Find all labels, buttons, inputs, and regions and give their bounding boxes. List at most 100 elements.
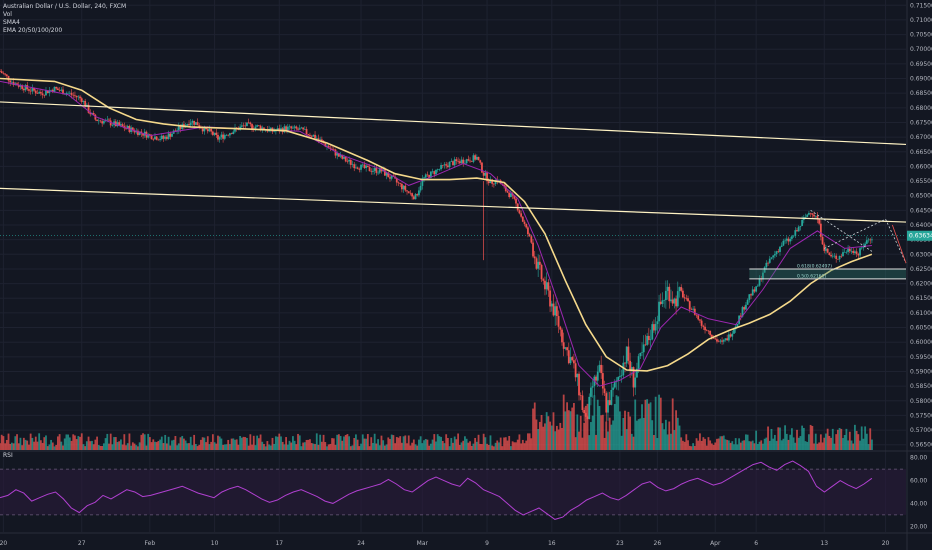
candle-body bbox=[736, 323, 739, 327]
candle-body bbox=[297, 128, 299, 130]
volume-bar bbox=[106, 433, 109, 450]
candle-body bbox=[833, 255, 836, 257]
candle-body bbox=[806, 214, 809, 217]
candle-body bbox=[429, 171, 432, 178]
candle-body bbox=[24, 85, 27, 91]
candle-body bbox=[664, 290, 667, 301]
volume-bar bbox=[496, 440, 499, 450]
trendlines[interactable] bbox=[0, 101, 907, 223]
volume-bar bbox=[670, 433, 672, 450]
volume-bar bbox=[240, 437, 243, 450]
volume-bar bbox=[538, 421, 541, 450]
volume-bar bbox=[598, 406, 601, 450]
candle-body bbox=[688, 301, 691, 310]
volume-bar bbox=[70, 440, 73, 450]
volume-bar bbox=[784, 425, 786, 450]
volume-bar bbox=[649, 402, 652, 450]
volume-bar bbox=[729, 442, 732, 450]
fibonacci-levels[interactable]: 0.618(0.62497) 0.5(0.62161) bbox=[749, 210, 907, 280]
volume-bar bbox=[406, 443, 408, 450]
candle-body bbox=[852, 250, 855, 254]
symbol-title[interactable]: Australian Dollar / U.S. Dollar, 240, FX… bbox=[3, 3, 127, 10]
volume-bar bbox=[535, 419, 538, 450]
candle-body bbox=[564, 347, 567, 349]
volume-bar bbox=[801, 425, 804, 450]
volume-bar bbox=[864, 426, 867, 450]
candle-body bbox=[365, 165, 368, 169]
volume-bar bbox=[286, 444, 289, 450]
candle-body bbox=[194, 122, 197, 125]
volume-bar bbox=[642, 417, 645, 450]
candle-body bbox=[659, 301, 662, 304]
volume-bar bbox=[445, 434, 448, 450]
rsi-tick-label: 80.00 bbox=[910, 455, 927, 462]
volume-bar bbox=[58, 434, 61, 450]
volume-bar bbox=[307, 439, 310, 450]
candle-body bbox=[150, 135, 153, 140]
sma-indicator-label[interactable]: SMA4 bbox=[3, 19, 20, 26]
candle-body bbox=[290, 126, 293, 129]
volume-bar bbox=[573, 402, 575, 450]
candle-body bbox=[474, 155, 477, 160]
volume-bar bbox=[329, 443, 332, 450]
volume-bar bbox=[659, 397, 662, 450]
candle-body bbox=[276, 128, 279, 131]
volume-bar bbox=[826, 428, 829, 450]
volume-bar bbox=[578, 431, 580, 450]
candle-body bbox=[709, 330, 712, 335]
volume-bar bbox=[411, 442, 414, 450]
candle-body bbox=[773, 254, 776, 256]
candle-body bbox=[722, 340, 725, 342]
rsi-tick-label: 60.00 bbox=[910, 478, 927, 485]
projection-arrow bbox=[891, 224, 907, 264]
rsi-pane-label[interactable]: RSI bbox=[3, 452, 13, 459]
volume-bar bbox=[116, 441, 119, 450]
time-tick-label: 27 bbox=[78, 540, 86, 547]
candle-body bbox=[431, 171, 434, 172]
candle-body bbox=[385, 172, 388, 176]
volume-bar bbox=[341, 440, 344, 450]
candle-body bbox=[283, 126, 286, 133]
time-axis[interactable]: 20 27 Feb 10 17 24 Mar 9 16 23 26 Apr 6 13 20 bbox=[0, 540, 890, 547]
volume-bar bbox=[854, 424, 856, 450]
volume-bar bbox=[831, 428, 834, 450]
candle-body bbox=[452, 161, 454, 166]
volume-bar bbox=[867, 444, 870, 450]
candle-body bbox=[358, 168, 361, 170]
volume-bar bbox=[574, 437, 577, 450]
candle-body bbox=[821, 236, 824, 245]
volume-bar bbox=[527, 433, 529, 450]
candle-body bbox=[157, 139, 160, 141]
volume-bar bbox=[322, 434, 325, 450]
candle-body bbox=[520, 213, 523, 217]
candle-body bbox=[465, 159, 468, 164]
volume-bar bbox=[429, 443, 432, 450]
volume-bar bbox=[639, 418, 642, 450]
volume-bar bbox=[613, 403, 616, 450]
volume-bar bbox=[705, 445, 708, 450]
time-tick-label: 6 bbox=[754, 540, 758, 547]
candle-body bbox=[298, 128, 301, 130]
ema-indicator-label[interactable]: EMA 20/50/100/200 bbox=[3, 27, 63, 34]
volume-bar bbox=[137, 446, 139, 450]
volume-bar bbox=[383, 445, 386, 450]
volume-bar bbox=[246, 437, 248, 450]
candle-body bbox=[826, 248, 829, 253]
candle-body bbox=[436, 169, 439, 170]
candle-body bbox=[68, 92, 71, 94]
volume-bar bbox=[102, 443, 105, 450]
volume-bar bbox=[370, 437, 373, 450]
volume-bar bbox=[462, 440, 465, 450]
candle-body bbox=[421, 178, 424, 186]
candle-body bbox=[259, 125, 262, 130]
candle-body bbox=[601, 373, 604, 389]
candle-body bbox=[407, 191, 410, 193]
vol-indicator-label[interactable]: Vol bbox=[3, 11, 12, 18]
volume-bar bbox=[91, 440, 93, 450]
volume-bar bbox=[772, 438, 775, 450]
